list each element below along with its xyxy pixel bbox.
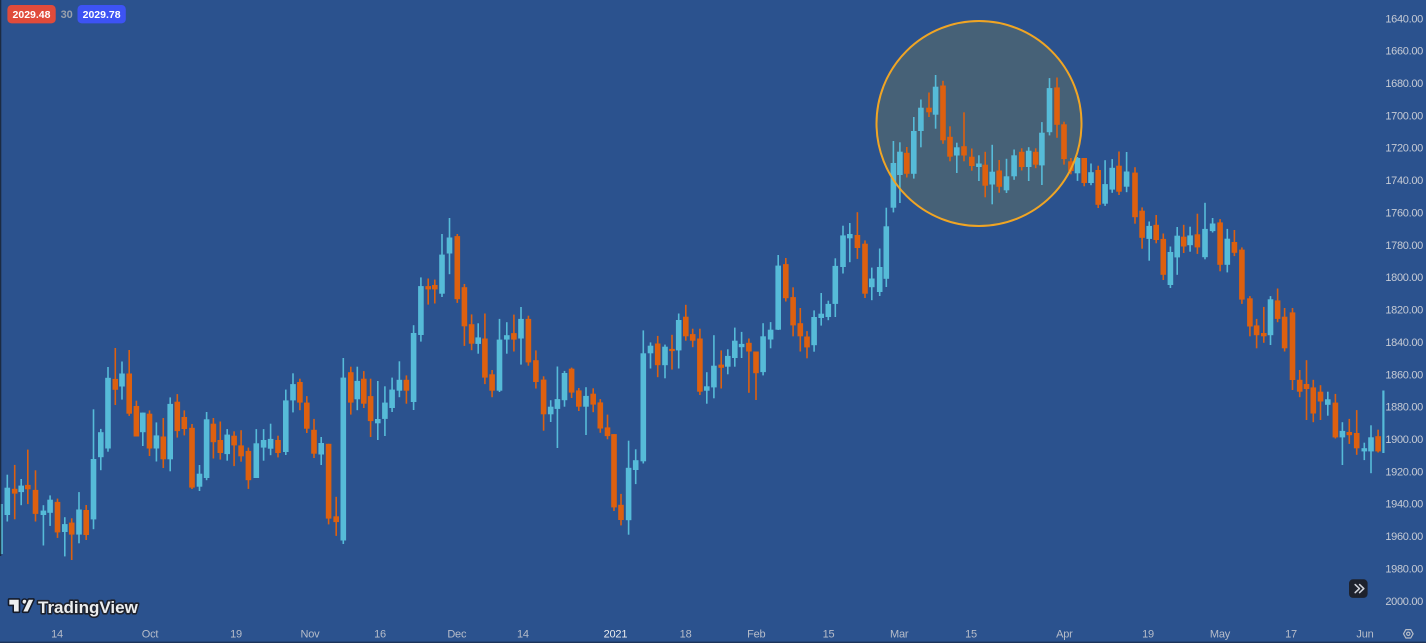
svg-text:TradingView: TradingView — [38, 598, 139, 617]
svg-text:1740.00: 1740.00 — [1385, 175, 1423, 187]
svg-text:Apr: Apr — [1056, 629, 1073, 641]
svg-text:2029.48: 2029.48 — [13, 9, 51, 21]
svg-text:1820.00: 1820.00 — [1385, 305, 1423, 317]
svg-text:1800.00: 1800.00 — [1385, 272, 1423, 284]
svg-text:Dec: Dec — [447, 629, 467, 641]
svg-text:1720.00: 1720.00 — [1385, 143, 1423, 155]
svg-text:1960.00: 1960.00 — [1385, 531, 1423, 543]
svg-text:1780.00: 1780.00 — [1385, 240, 1423, 252]
svg-text:1940.00: 1940.00 — [1385, 499, 1423, 511]
svg-text:1640.00: 1640.00 — [1385, 13, 1423, 25]
svg-text:1660.00: 1660.00 — [1385, 46, 1423, 58]
svg-text:1680.00: 1680.00 — [1385, 78, 1423, 90]
svg-text:May: May — [1210, 629, 1231, 641]
svg-text:Nov: Nov — [301, 629, 321, 641]
svg-text:14: 14 — [517, 629, 529, 641]
svg-text:1920.00: 1920.00 — [1385, 466, 1423, 478]
svg-text:15: 15 — [823, 629, 835, 641]
svg-text:30: 30 — [61, 9, 73, 21]
svg-text:1900.00: 1900.00 — [1385, 434, 1423, 446]
svg-text:15: 15 — [965, 629, 977, 641]
svg-text:16: 16 — [374, 629, 386, 641]
svg-text:1880.00: 1880.00 — [1385, 402, 1423, 414]
svg-text:Mar: Mar — [890, 629, 909, 641]
svg-text:1980.00: 1980.00 — [1385, 563, 1423, 575]
svg-text:2029.78: 2029.78 — [83, 9, 121, 21]
svg-text:Feb: Feb — [747, 629, 765, 641]
svg-text:2000.00: 2000.00 — [1385, 596, 1423, 608]
svg-text:1840.00: 1840.00 — [1385, 337, 1423, 349]
svg-text:18: 18 — [680, 629, 692, 641]
svg-text:1700.00: 1700.00 — [1385, 110, 1423, 122]
svg-text:19: 19 — [1142, 629, 1154, 641]
svg-text:2021: 2021 — [604, 629, 628, 641]
svg-text:17: 17 — [1285, 629, 1297, 641]
svg-text:19: 19 — [230, 629, 242, 641]
svg-text:Jun: Jun — [1356, 629, 1373, 641]
svg-text:14: 14 — [51, 629, 63, 641]
svg-text:1760.00: 1760.00 — [1385, 208, 1423, 220]
svg-text:Oct: Oct — [142, 629, 159, 641]
svg-text:1860.00: 1860.00 — [1385, 369, 1423, 381]
